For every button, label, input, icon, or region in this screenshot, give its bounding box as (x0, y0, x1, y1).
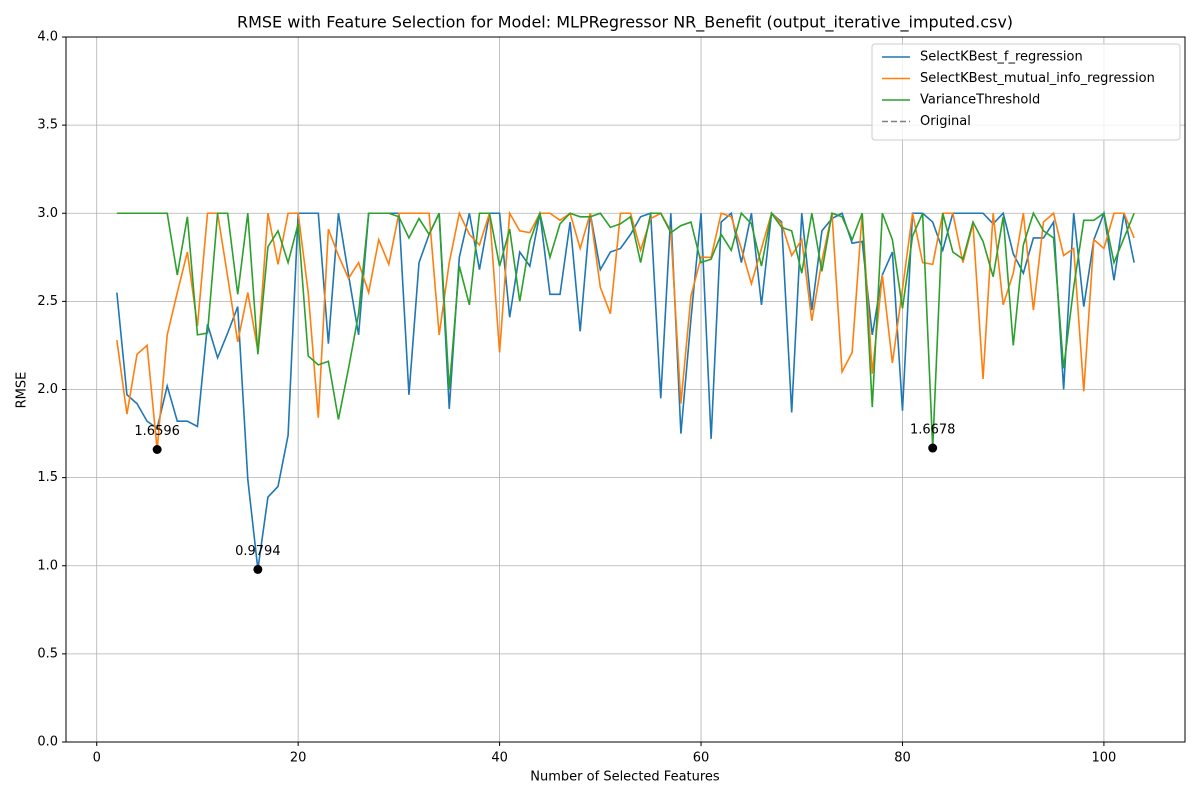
x-tick-label: 80 (894, 751, 911, 766)
series-line (116, 210, 1135, 570)
annotation-label: 0.9794 (235, 544, 281, 559)
series-line (116, 210, 1135, 449)
x-axis-label: Number of Selected Features (530, 770, 720, 785)
annotation-point (253, 564, 263, 574)
annotation-point (928, 443, 938, 453)
y-tick-label: 1.0 (37, 558, 58, 573)
y-tick-label: 3.5 (37, 118, 58, 133)
x-tick-label: 60 (693, 751, 710, 766)
x-tick-label: 20 (290, 751, 307, 766)
x-tick-label: 0 (93, 751, 101, 766)
plot-frame (65, 36, 1186, 743)
y-tick-label: 2.5 (37, 294, 58, 309)
y-tick-label: 0.0 (37, 735, 58, 750)
y-tick-label: 0.5 (37, 646, 58, 661)
annotation-label: 1.6678 (910, 423, 956, 438)
chart-title: RMSE with Feature Selection for Model: M… (237, 13, 1013, 33)
annotation-label: 1.6596 (134, 424, 180, 439)
y-tick-label: 2.0 (37, 382, 58, 397)
legend-label: Original (920, 114, 971, 129)
x-tick-label: 40 (491, 751, 508, 766)
y-tick-label: 1.5 (37, 470, 58, 485)
legend-label: VarianceThreshold (920, 93, 1040, 108)
y-tick-label: 4.0 (37, 30, 58, 45)
legend-box (871, 43, 1181, 141)
legend-label: SelectKBest_f_regression (920, 50, 1083, 65)
annotation-point (152, 444, 162, 454)
legend-label: SelectKBest_mutual_info_regression (920, 71, 1155, 86)
y-tick-label: 3.0 (37, 206, 58, 221)
y-axis-label: RMSE (15, 372, 30, 409)
series-line (116, 210, 1135, 450)
x-tick-label: 100 (1092, 751, 1117, 766)
